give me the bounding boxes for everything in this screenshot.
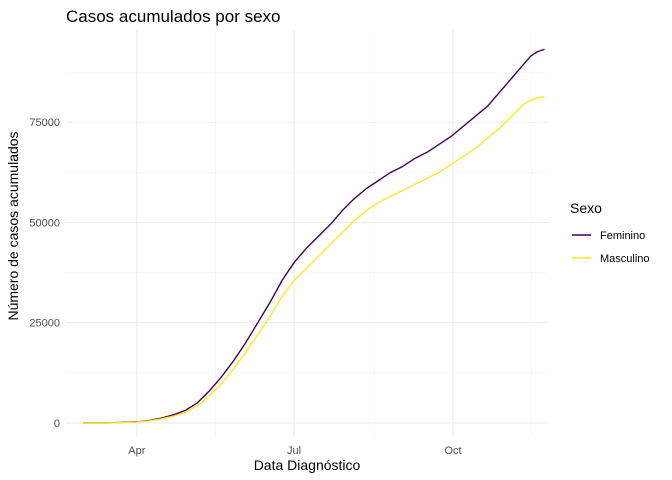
chart-title: Casos acumulados por sexo <box>66 7 281 26</box>
legend-title: Sexo <box>570 200 602 216</box>
grid <box>66 30 548 437</box>
y-tick-label: 0 <box>54 418 60 430</box>
y-axis-label: Número de casos acumulados <box>5 131 21 320</box>
x-tick-labels: Apr Jul Oct <box>128 445 461 457</box>
x-tick-label: Jul <box>287 445 301 457</box>
legend-items: Feminino Masculino <box>572 230 650 265</box>
y-tick-label: 75000 <box>29 117 60 129</box>
legend: Sexo Feminino Masculino <box>570 200 650 265</box>
y-tick-labels: 0 25000 50000 75000 <box>29 117 60 430</box>
x-axis-label: Data Diagnóstico <box>254 457 361 473</box>
series-line-feminino <box>83 48 545 424</box>
x-tick-label: Oct <box>444 445 461 457</box>
legend-label-feminino: Feminino <box>600 230 645 242</box>
y-tick-label: 25000 <box>29 318 60 330</box>
series-lines <box>83 48 545 424</box>
y-tick-label: 50000 <box>29 217 60 229</box>
legend-label-masculino: Masculino <box>600 253 650 265</box>
x-tick-label: Apr <box>128 445 145 457</box>
series-line-masculino <box>83 96 545 424</box>
